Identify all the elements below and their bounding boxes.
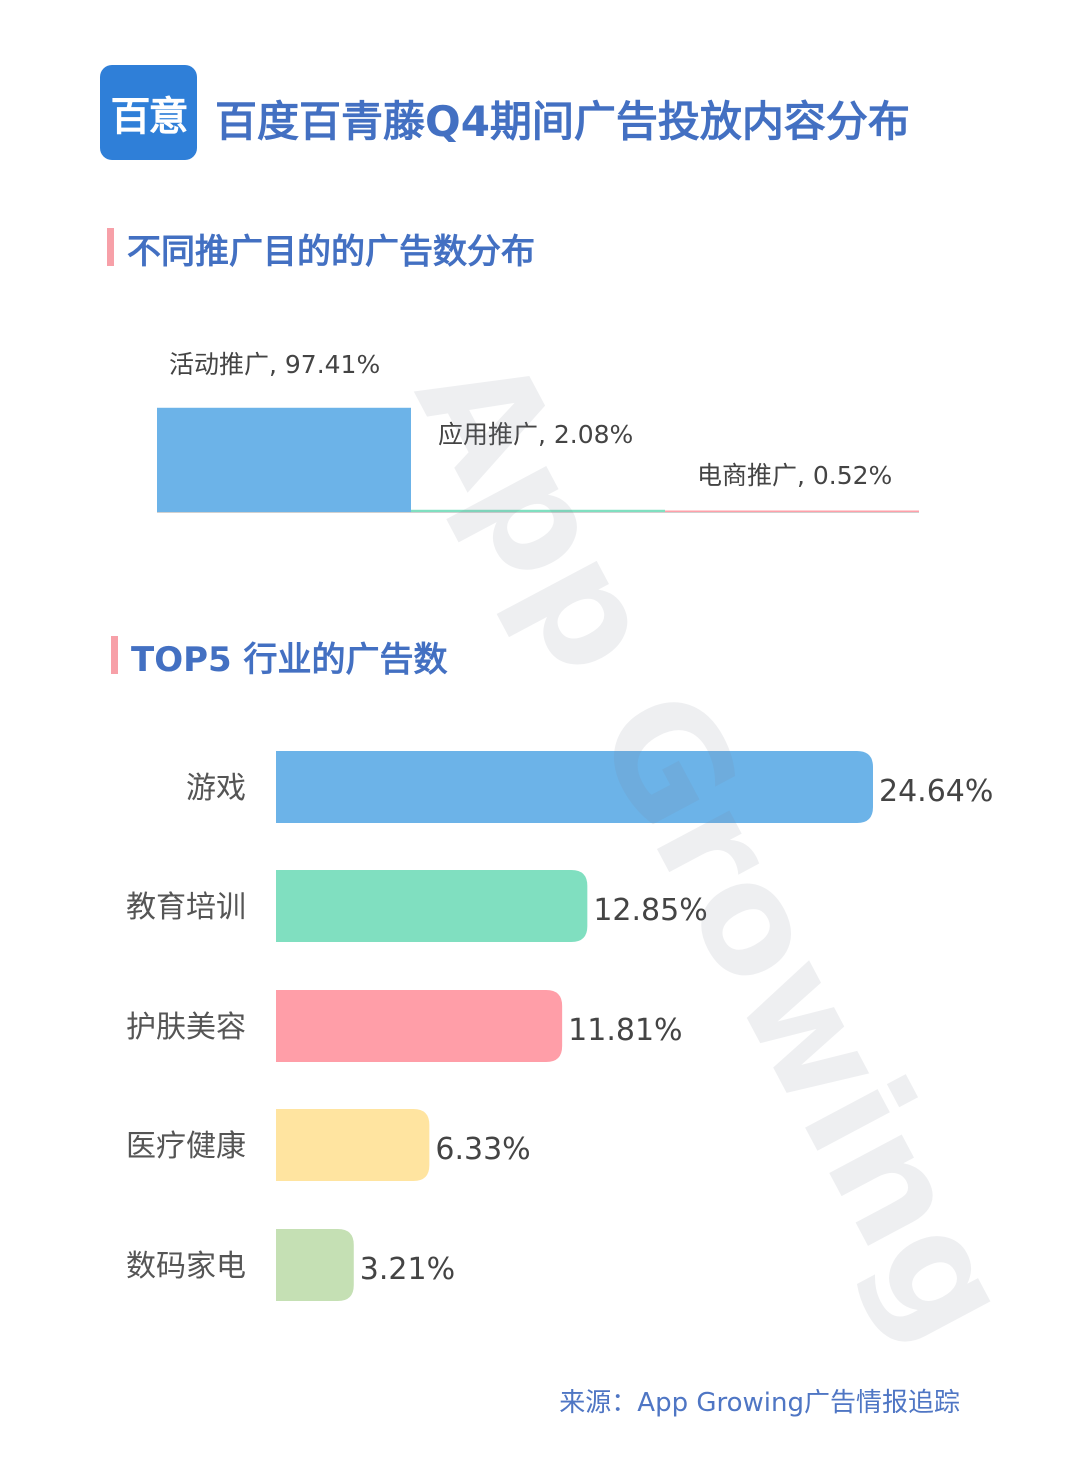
- chart2-data-label-1: 12.85%: [593, 893, 707, 928]
- chart1-bar-1: [411, 509, 665, 512]
- chart2-title: TOP5 行业的广告数: [111, 632, 448, 681]
- chart2-data-label-2: 11.81%: [568, 1013, 682, 1048]
- chart1-bar-2: [665, 510, 919, 512]
- chart2-bar-0: [276, 751, 873, 823]
- chart1-bar-0: [157, 407, 411, 512]
- chart2-data-label-0: 24.64%: [879, 774, 993, 809]
- chart1-data-label-0: 活动推广, 97.41%: [169, 350, 380, 379]
- source-note: 来源：App Growing广告情报追踪: [559, 1388, 960, 1418]
- chart2-category-label-3: 医疗健康: [126, 1129, 246, 1164]
- chart2-data-label-4: 3.21%: [360, 1252, 455, 1287]
- baidu-logo: 百意: [100, 65, 197, 160]
- chart2-bar-1: [276, 870, 588, 942]
- chart2-category-label-0: 游戏: [186, 771, 246, 806]
- chart2-category-label-4: 数码家电: [126, 1249, 246, 1284]
- chart2-bar-2: [276, 990, 563, 1062]
- chart1-data-label-2: 电商推广, 0.52%: [697, 461, 892, 490]
- page-title: 百度百青藤Q4期间广告投放内容分布: [215, 97, 910, 146]
- chart2-data-label-3: 6.33%: [435, 1132, 530, 1167]
- logo-text: 百意: [110, 93, 189, 140]
- chart1-title: 不同推广目的的广告数分布: [107, 224, 535, 273]
- chart2-category-label-1: 教育培训: [126, 890, 246, 925]
- chart2-category-label-2: 护肤美容: [126, 1010, 246, 1045]
- chart1-data-label-1: 应用推广, 2.08%: [438, 420, 633, 449]
- chart2-bar-3: [276, 1109, 430, 1181]
- chart2-bar-4: [276, 1229, 354, 1301]
